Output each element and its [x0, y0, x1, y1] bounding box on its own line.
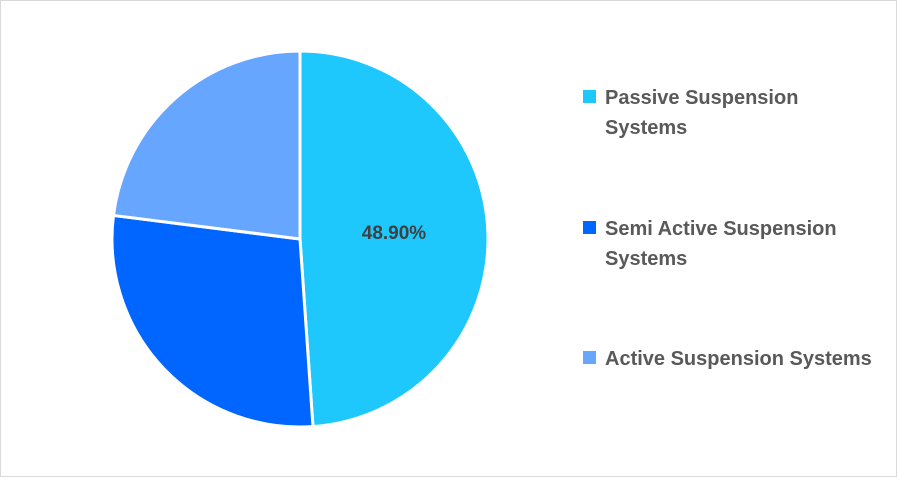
- pie-slice-active[interactable]: [111, 49, 302, 241]
- legend-label-active: Active Suspension Systems: [605, 348, 872, 370]
- pie-slice-passive[interactable]: [298, 49, 490, 429]
- data-label-passive: 48.90%: [362, 223, 427, 244]
- legend-label-passive: Passive Suspension Systems: [605, 87, 799, 139]
- legend-item-active[interactable]: Active Suspension Systems: [583, 344, 897, 374]
- legend-swatch-semi-active: [583, 221, 596, 234]
- legend-item-semi-active[interactable]: Semi Active Suspension Systems: [583, 214, 885, 274]
- pie-slice-semi-active[interactable]: [110, 213, 315, 429]
- legend-item-passive[interactable]: Passive Suspension Systems: [583, 83, 885, 143]
- legend-swatch-active: [583, 351, 596, 364]
- legend-swatch-passive: [583, 90, 596, 103]
- legend-label-semi-active: Semi Active Suspension Systems: [605, 218, 837, 270]
